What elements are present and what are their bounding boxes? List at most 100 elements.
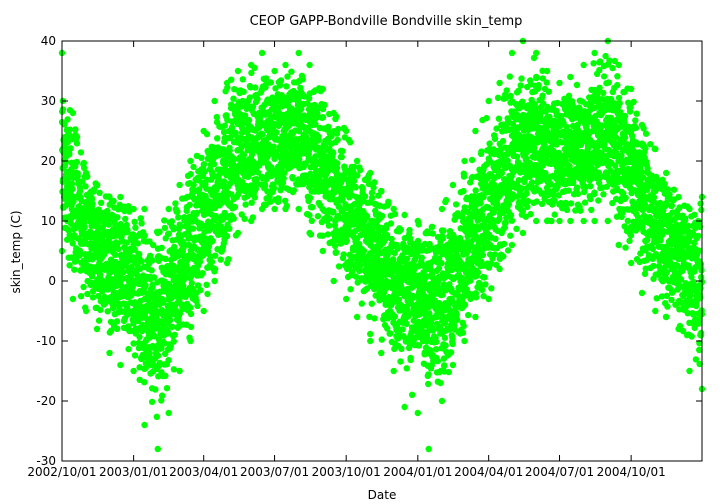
data-point xyxy=(201,168,208,175)
data-point xyxy=(379,212,386,220)
data-point xyxy=(97,306,104,314)
data-point xyxy=(428,223,436,230)
data-point xyxy=(296,156,303,163)
data-point xyxy=(481,274,488,281)
data-point xyxy=(142,282,149,289)
data-point xyxy=(240,88,247,96)
data-point xyxy=(176,310,184,317)
data-point xyxy=(615,94,623,102)
data-point xyxy=(329,195,336,202)
data-point xyxy=(340,251,347,258)
data-point xyxy=(591,189,598,196)
data-point xyxy=(633,110,640,117)
data-point xyxy=(68,180,76,187)
data-point xyxy=(581,199,589,206)
data-point xyxy=(354,172,361,179)
data-point xyxy=(335,263,343,270)
data-point xyxy=(343,237,350,244)
data-point xyxy=(581,185,589,192)
data-point xyxy=(650,194,658,201)
data-point xyxy=(270,143,277,150)
data-point xyxy=(82,261,90,268)
data-point xyxy=(59,106,67,113)
data-point xyxy=(163,385,171,392)
data-point xyxy=(220,129,228,136)
data-point xyxy=(368,300,375,307)
data-point xyxy=(158,397,165,404)
data-point xyxy=(169,323,176,331)
data-point xyxy=(403,365,410,372)
data-point xyxy=(196,258,204,265)
data-point xyxy=(69,240,76,247)
data-point xyxy=(545,88,552,95)
data-point xyxy=(146,350,153,357)
data-point xyxy=(397,358,404,365)
data-point xyxy=(122,215,129,223)
data-point xyxy=(352,273,360,280)
data-point xyxy=(313,167,320,174)
data-point xyxy=(73,158,81,166)
data-point xyxy=(661,180,668,188)
data-point xyxy=(89,294,97,301)
data-point xyxy=(267,198,274,205)
data-point xyxy=(642,145,649,152)
data-point xyxy=(394,245,401,252)
data-point xyxy=(272,85,279,92)
data-point xyxy=(505,201,513,208)
data-point xyxy=(630,98,637,106)
data-point xyxy=(150,274,158,281)
data-point xyxy=(331,242,339,250)
data-point xyxy=(223,232,231,240)
data-point xyxy=(95,206,102,213)
data-point xyxy=(248,69,255,77)
data-point xyxy=(114,214,121,221)
data-point xyxy=(245,116,253,124)
data-point xyxy=(165,357,172,364)
data-point xyxy=(131,246,138,253)
data-point xyxy=(358,300,365,307)
data-point xyxy=(158,345,165,352)
data-point xyxy=(622,194,629,202)
data-point xyxy=(614,81,621,89)
data-point xyxy=(71,266,78,273)
data-point xyxy=(438,259,445,267)
data-point xyxy=(315,137,322,144)
data-point xyxy=(524,197,532,205)
data-point xyxy=(125,203,132,210)
data-point xyxy=(240,151,248,159)
data-point xyxy=(212,252,219,259)
data-point xyxy=(445,368,452,376)
data-point xyxy=(332,248,340,256)
data-point xyxy=(226,225,233,232)
data-point xyxy=(262,201,269,208)
data-point xyxy=(605,79,612,86)
data-point xyxy=(76,247,84,254)
data-point xyxy=(174,208,181,215)
data-point xyxy=(135,344,143,352)
data-point xyxy=(655,263,663,270)
data-point xyxy=(110,197,117,205)
data-point xyxy=(474,269,482,276)
data-point xyxy=(158,244,165,251)
data-point xyxy=(204,290,211,298)
data-point xyxy=(138,258,145,265)
data-point xyxy=(614,73,621,80)
data-point xyxy=(138,220,145,227)
data-point xyxy=(79,178,86,185)
data-point xyxy=(282,197,289,204)
data-point xyxy=(73,257,80,264)
data-point xyxy=(574,190,582,197)
data-point xyxy=(577,207,584,214)
data-point xyxy=(231,203,239,211)
data-point xyxy=(425,371,432,378)
data-point xyxy=(259,131,266,138)
data-point xyxy=(220,178,228,185)
data-point xyxy=(208,258,216,266)
data-point xyxy=(403,320,410,327)
data-point xyxy=(82,183,89,190)
data-point xyxy=(573,184,581,191)
data-point xyxy=(622,244,629,251)
data-point xyxy=(334,136,341,144)
data-point xyxy=(180,240,187,247)
